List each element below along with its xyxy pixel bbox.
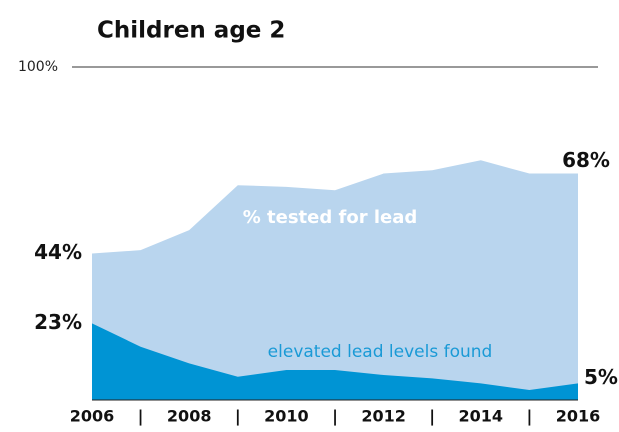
area [92,160,578,400]
x-tick-label: 2014 [459,407,504,426]
y-tick-label: 100% [18,59,58,75]
area [92,323,578,400]
x-tick-label: | [332,407,338,427]
x-tick-label: 2012 [361,407,406,426]
data-label: 23% [34,310,82,334]
series-label: elevated lead levels found [268,342,493,362]
x-tick-label: 2016 [556,407,601,426]
x-tick-label: | [526,407,532,427]
chart-title: Children age 2 [97,18,285,44]
x-tick-label: 2008 [167,407,212,426]
x-tick-label: | [138,407,144,427]
x-tick-label: 2006 [70,407,115,426]
x-tick-label: | [235,407,241,427]
x-tick-label: | [429,407,435,427]
x-tick-label: 2010 [264,407,309,426]
series-label: % tested for lead [243,207,418,228]
data-label: 5% [584,365,618,389]
data-label: 44% [34,240,82,264]
data-label: 68% [562,148,610,172]
